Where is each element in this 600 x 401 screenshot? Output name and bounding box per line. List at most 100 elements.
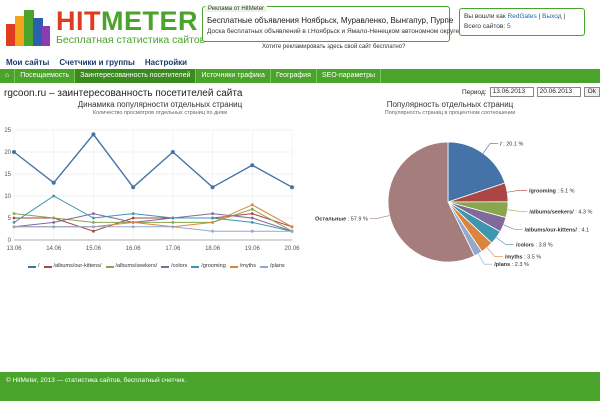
legend-swatch: [28, 265, 36, 268]
legend-item[interactable]: /myths: [229, 262, 256, 271]
data-point[interactable]: [12, 221, 16, 224]
y-tick-label: 10: [4, 194, 11, 200]
data-point[interactable]: [250, 229, 254, 233]
data-point[interactable]: [290, 225, 294, 229]
data-point[interactable]: [91, 132, 96, 137]
x-tick-label: 19.06: [245, 246, 261, 252]
tab-attendance[interactable]: Посещаемость: [15, 69, 76, 83]
legend-label: /colors: [171, 263, 188, 269]
data-point[interactable]: [92, 216, 95, 220]
page-title: rgcoon.ru – заинтересованность посетител…: [4, 88, 243, 99]
data-point[interactable]: [131, 185, 136, 190]
ad-advertise-link[interactable]: Хотите рекламировать здесь свой сайт бес…: [262, 44, 406, 50]
header: HITMETER Бесплатная статистика сайтов Ре…: [0, 0, 600, 52]
tab-geography[interactable]: География: [271, 69, 317, 83]
legend-item[interactable]: /colors: [161, 262, 187, 271]
legend-swatch: [259, 265, 268, 268]
data-point[interactable]: [131, 216, 135, 220]
period-to-input[interactable]: 20.06.2013: [536, 87, 581, 97]
data-point[interactable]: [12, 225, 16, 229]
data-point[interactable]: [171, 225, 175, 229]
data-point[interactable]: [211, 221, 214, 224]
data-point[interactable]: [131, 225, 135, 229]
data-point[interactable]: [211, 229, 214, 233]
ad-title-link[interactable]: Бесплатные объявления Ноябрьск, Муравлен…: [207, 16, 454, 25]
pie-label-connector: [496, 237, 514, 246]
data-point[interactable]: [12, 212, 16, 215]
data-point[interactable]: [52, 216, 56, 220]
pie-slice-label: /colors : 3.8 %: [516, 243, 553, 249]
y-tick-label: 5: [8, 216, 12, 222]
legend-label: /: [38, 263, 40, 269]
series-line: [14, 213, 293, 232]
series-line: [13, 133, 293, 189]
data-point[interactable]: [250, 216, 254, 220]
x-tick-label: 15.06: [86, 246, 102, 252]
pie-label-connector: [477, 253, 493, 265]
data-point[interactable]: [170, 150, 175, 154]
legend-item[interactable]: /plans: [259, 262, 285, 271]
legend-item[interactable]: /albums/seekers/: [105, 262, 157, 271]
pie-label-connector: [369, 215, 390, 219]
legend-swatch: [161, 265, 170, 268]
series-line: [13, 208, 293, 232]
period-from-input[interactable]: 13.06.2013: [489, 87, 534, 97]
user-login-line: Вы вошли как RedGates | Выход |: [464, 13, 566, 20]
period-selector: Период: 13.06.2013 20.06.2013 Ok: [462, 87, 600, 97]
legend-label: /albums/our-kittens/: [53, 263, 102, 269]
data-point[interactable]: [52, 221, 56, 224]
legend-swatch: [43, 265, 52, 268]
legend-item[interactable]: /albums/our-kittens/: [43, 262, 102, 271]
line-chart: 0 5 10 15 20 25 13.06 14.06 15.06 16.06 17.06 18.06…: [4, 128, 300, 252]
data-point[interactable]: [171, 221, 175, 224]
data-point[interactable]: [171, 216, 175, 220]
data-point[interactable]: [92, 212, 95, 215]
pie-slice-label: Остальные : 57.9 %: [315, 216, 368, 222]
y-tick-label: 15: [4, 172, 11, 178]
sites-count-line: Всего сайтов: 5: [464, 23, 511, 30]
tab-seo-params[interactable]: SEO-параметры: [317, 69, 382, 83]
data-point[interactable]: [131, 212, 135, 215]
data-point[interactable]: [290, 229, 294, 233]
section-nav: ⌂ Посещаемость Заинтересованность посети…: [0, 69, 600, 83]
data-point[interactable]: [290, 185, 294, 190]
pie-slice-label: /plans : 2.3 %: [494, 262, 529, 268]
ad-box: Реклама от HitMeter Бесплатные объявлени…: [202, 6, 459, 42]
data-point[interactable]: [250, 212, 254, 215]
pie-chart-title: Популярность отдельных страниц: [386, 100, 514, 109]
pie-chart: / : 20.1 % /grooming : 5.1 % /albums/seeke…: [315, 142, 592, 269]
data-point[interactable]: [131, 221, 135, 224]
legend-item[interactable]: /grooming: [191, 262, 226, 271]
menu-counters-groups[interactable]: Счетчики и группы: [59, 58, 135, 67]
tab-traffic-sources[interactable]: Источники трафика: [196, 69, 271, 83]
data-point[interactable]: [210, 185, 215, 190]
data-point[interactable]: [92, 221, 95, 224]
data-point[interactable]: [52, 225, 56, 229]
menu-my-sites[interactable]: Мои сайты: [6, 58, 50, 67]
data-point[interactable]: [211, 212, 214, 215]
legend-item[interactable]: /: [28, 262, 40, 271]
data-point[interactable]: [92, 229, 95, 233]
logout-link[interactable]: Выход: [542, 13, 562, 20]
x-tick-label: 14.06: [46, 246, 62, 252]
period-ok-button[interactable]: Ok: [583, 87, 600, 97]
pie-label-connector: [486, 247, 503, 257]
data-point[interactable]: [250, 203, 254, 207]
legend-label: /grooming: [201, 263, 226, 269]
menu-settings[interactable]: Настройки: [144, 58, 188, 67]
data-point[interactable]: [250, 163, 255, 168]
line-chart-legend: / /albums/our-kittens/ /albums/seekers/ /co…: [28, 262, 298, 271]
username-link[interactable]: RedGates: [507, 13, 537, 20]
data-point[interactable]: [52, 194, 56, 198]
data-point[interactable]: [250, 207, 254, 211]
tab-visitor-interest[interactable]: Заинтересованность посетителей: [75, 69, 197, 83]
logo[interactable]: HITMETER Бесплатная статистика сайтов: [4, 4, 205, 48]
data-point[interactable]: [51, 180, 56, 185]
period-label: Период:: [462, 88, 487, 96]
data-point[interactable]: [12, 216, 16, 220]
data-point[interactable]: [12, 150, 16, 154]
data-point[interactable]: [211, 216, 214, 220]
data-point[interactable]: [92, 225, 95, 229]
data-point[interactable]: [250, 221, 254, 224]
home-icon[interactable]: ⌂: [0, 69, 16, 83]
